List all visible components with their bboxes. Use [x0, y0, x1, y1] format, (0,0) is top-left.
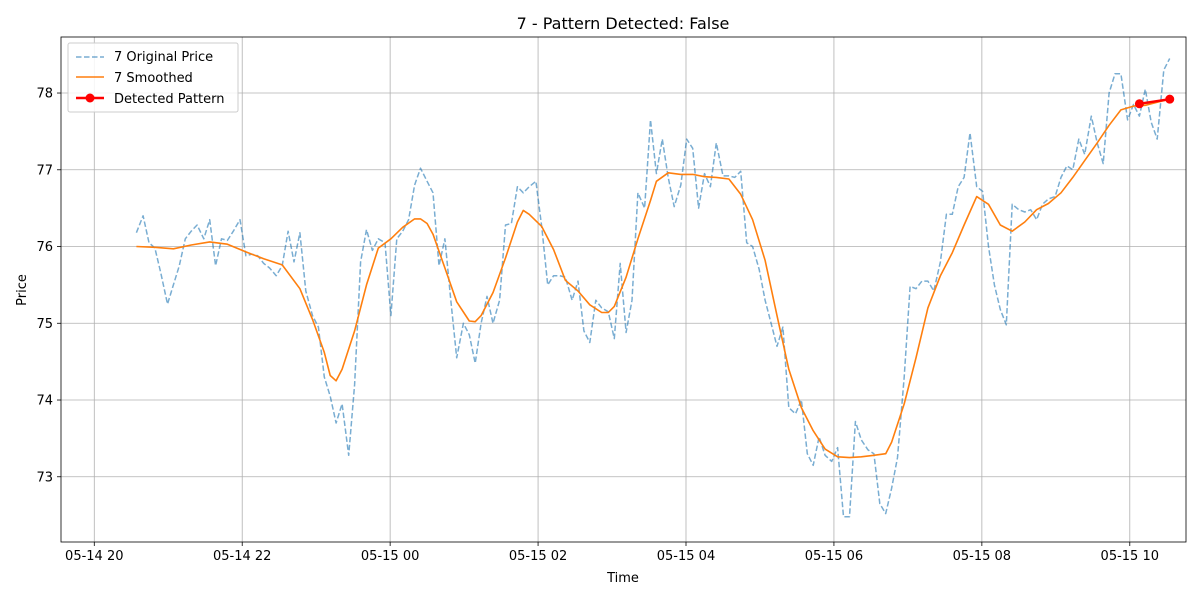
legend-label-smoothed: 7 Smoothed: [114, 71, 193, 86]
x-tick-label: 05-14 20: [65, 549, 123, 564]
series-layer: [135, 58, 1175, 518]
x-tick-label: 05-15 10: [1101, 549, 1159, 564]
legend-marker-pattern: [85, 93, 95, 103]
y-tick-label: 75: [36, 317, 53, 332]
x-tick-label: 05-14 22: [213, 549, 271, 564]
y-tick-label: 77: [36, 163, 53, 178]
x-tick-label: 05-15 00: [361, 549, 419, 564]
y-tick-label: 76: [36, 240, 53, 255]
detected-pattern-line: [1139, 97, 1170, 106]
legend-label-original: 7 Original Price: [114, 50, 213, 65]
detected-pattern-marker: [1165, 94, 1175, 104]
original-price-line: [135, 58, 1171, 518]
detected-pattern-marker: [1134, 99, 1144, 109]
x-tick-label: 05-15 06: [805, 549, 863, 564]
axis-ticks: 05-14 20 05-14 22 05-15 00 05-15 02 05-15 04…: [36, 87, 1159, 564]
legend-box: [67, 42, 239, 113]
smoothed-line: [136, 98, 1170, 459]
x-tick-label: 05-15 02: [509, 549, 567, 564]
plot-frame: [60, 36, 1187, 543]
x-axis-label: Time: [606, 571, 639, 586]
chart-title: 7 - Pattern Detected: False: [517, 14, 730, 33]
y-axis-label: Price: [15, 274, 30, 306]
x-tick-label: 05-15 04: [657, 549, 715, 564]
y-tick-label: 73: [36, 470, 53, 485]
y-tick-label: 78: [36, 87, 53, 102]
x-tick-label: 05-15 08: [953, 549, 1011, 564]
y-tick-label: 74: [36, 394, 53, 409]
plot-background: [61, 37, 1186, 542]
legend: 7 Original Price 7 Smoothed Detected Pat…: [67, 42, 239, 113]
legend-label-pattern: Detected Pattern: [114, 92, 225, 107]
grid-lines: [61, 37, 1186, 542]
